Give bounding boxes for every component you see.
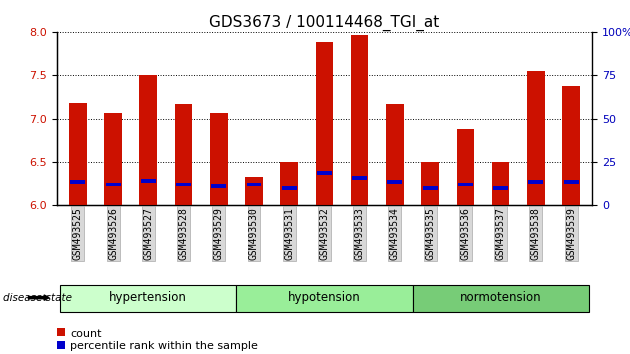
Bar [60,285,236,312]
Text: GSM493530: GSM493530 [249,207,259,260]
Bar [529,180,543,184]
Bar [141,179,156,183]
Text: GSM493527: GSM493527 [143,207,153,260]
Text: GSM493526: GSM493526 [108,207,118,260]
Bar [423,186,438,190]
Text: disease state: disease state [3,293,72,303]
Bar [457,129,474,205]
Bar [104,113,122,205]
Bar [246,183,261,187]
Text: GSM493525: GSM493525 [73,207,83,260]
Bar [413,285,588,312]
Bar [493,186,508,190]
Text: GSM493536: GSM493536 [461,207,471,260]
Bar [176,183,191,187]
Bar [280,162,298,205]
Text: GSM493534: GSM493534 [390,207,400,260]
Title: GDS3673 / 100114468_TGI_at: GDS3673 / 100114468_TGI_at [209,14,440,30]
Text: normotension: normotension [460,291,541,304]
Bar [386,104,404,205]
Bar [245,177,263,205]
Bar [282,186,297,190]
Text: GSM493538: GSM493538 [531,207,541,260]
Text: GSM493533: GSM493533 [355,207,365,260]
Text: GSM493539: GSM493539 [566,207,576,260]
Bar [492,162,510,205]
Text: GSM493531: GSM493531 [284,207,294,260]
Bar [106,183,120,187]
Bar [210,113,227,205]
Text: GSM493532: GSM493532 [319,207,329,260]
Bar [71,180,85,184]
Bar [562,86,580,205]
Bar [421,162,439,205]
Text: count: count [70,329,101,339]
Text: GSM493529: GSM493529 [214,207,224,260]
Bar [175,104,192,205]
Bar [352,176,367,179]
Text: percentile rank within the sample: percentile rank within the sample [70,341,258,351]
Bar [317,171,332,175]
Text: GSM493537: GSM493537 [496,207,506,260]
Bar [69,103,87,205]
Bar [564,180,578,184]
Bar [351,35,369,205]
Bar [316,42,333,205]
Bar [211,184,226,188]
Text: GSM493528: GSM493528 [178,207,188,260]
Text: hypertension: hypertension [110,291,187,304]
Bar [236,285,413,312]
Bar [527,71,545,205]
Text: hypotension: hypotension [288,291,361,304]
Bar [387,180,403,184]
Bar [458,183,473,187]
Bar [139,75,157,205]
Text: GSM493535: GSM493535 [425,207,435,260]
